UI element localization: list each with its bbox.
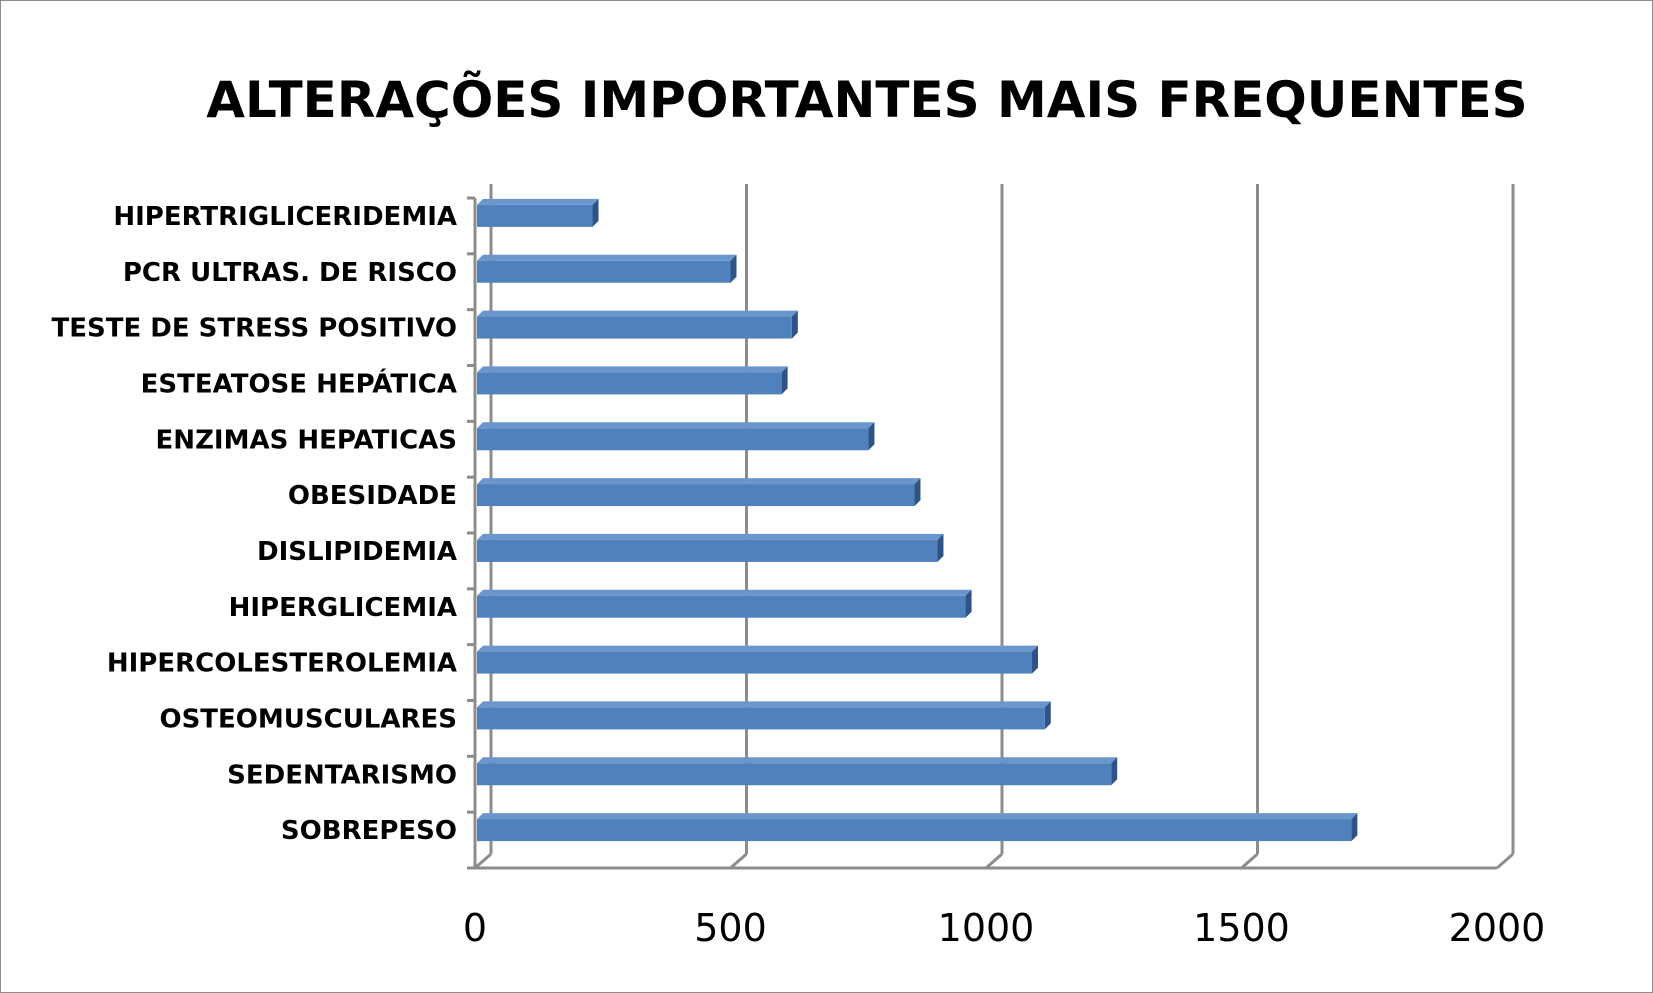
- bar-front-face: [477, 428, 869, 451]
- x-tick-label: 0: [463, 906, 487, 950]
- bar: [477, 422, 875, 451]
- bar: [477, 198, 599, 227]
- bar-side-face: [791, 310, 798, 339]
- floor-gridline: [985, 852, 1003, 870]
- category-label: TESTE DE STRESS POSITIVO: [52, 314, 457, 344]
- bar-front-face: [477, 539, 938, 562]
- bar-top-face: [477, 366, 788, 373]
- floor-gridline: [474, 852, 492, 870]
- bar-top-face: [477, 533, 944, 540]
- chart-title: ALTERAÇÕES IMPORTANTES MAIS FREQUENTES: [206, 70, 1527, 129]
- bar-front-face: [477, 484, 915, 507]
- bar: [477, 366, 788, 395]
- bar-side-face: [781, 366, 788, 395]
- category-label: HIPERTRIGLICERIDEMIA: [113, 202, 457, 232]
- bar-front-face: [477, 204, 593, 227]
- grid-layer: [467, 184, 1515, 870]
- bar-side-face: [965, 589, 972, 618]
- bar-top-face: [477, 589, 972, 596]
- bar: [477, 701, 1051, 730]
- bar-side-face: [1044, 701, 1051, 730]
- bar-top-face: [477, 701, 1051, 708]
- bar: [477, 757, 1118, 786]
- ticks-layer: 0 500 1000 1500 2000: [463, 906, 1545, 950]
- bar-top-face: [477, 645, 1038, 652]
- category-label: ENZIMAS HEPATICAS: [156, 425, 457, 455]
- category-label: SOBREPESO: [281, 816, 457, 846]
- x-tick-label: 500: [694, 906, 767, 950]
- category-label: OBESIDADE: [288, 481, 457, 511]
- bar-side-face: [1111, 757, 1118, 786]
- bar-top-face: [477, 198, 599, 205]
- bar: [477, 310, 798, 339]
- bar-front-face: [477, 819, 1352, 842]
- bar: [477, 478, 921, 507]
- bar-side-face: [1351, 813, 1358, 842]
- x-tick-label: 1000: [938, 906, 1035, 950]
- category-label: ESTEATOSE HEPÁTICA: [141, 367, 457, 399]
- x-tick-label: 1500: [1193, 906, 1290, 950]
- bar: [477, 645, 1038, 674]
- bars-layer: [477, 198, 1358, 842]
- bar-side-face: [937, 533, 944, 562]
- bar-side-face: [1031, 645, 1038, 674]
- bar-front-face: [477, 651, 1032, 674]
- bar-side-face: [868, 422, 875, 451]
- bar-side-face: [730, 254, 737, 283]
- bar-side-face: [592, 198, 599, 227]
- bar: [477, 533, 944, 562]
- category-label: HIPERGLICEMIA: [229, 593, 457, 623]
- x-tick-label: 2000: [1449, 906, 1546, 950]
- category-label: SEDENTARISMO: [227, 760, 457, 790]
- category-label: DISLIPIDEMIA: [257, 537, 457, 567]
- bar: [477, 589, 972, 618]
- bar-front-face: [477, 260, 731, 283]
- labels-layer: HIPERTRIGLICERIDEMIA PCR ULTRAS. DE RISCO…: [52, 202, 457, 846]
- bar-top-face: [477, 422, 875, 429]
- floor-gridline: [729, 852, 748, 870]
- bar-front-face: [477, 763, 1112, 786]
- bar-top-face: [477, 254, 737, 261]
- bar-top-face: [477, 757, 1118, 764]
- bar-side-face: [914, 478, 921, 507]
- category-label: HIPERCOLESTEROLEMIA: [107, 649, 457, 679]
- floor-gridline: [1496, 852, 1514, 870]
- floor-gridline: [1240, 852, 1259, 870]
- bar-front-face: [477, 372, 782, 395]
- bar-top-face: [477, 310, 798, 317]
- bar-front-face: [477, 316, 792, 339]
- bar: [477, 813, 1358, 842]
- bar-top-face: [477, 813, 1358, 820]
- bar-top-face: [477, 478, 921, 485]
- bar: [477, 254, 737, 283]
- bar-front-face: [477, 707, 1045, 730]
- category-label: PCR ULTRAS. DE RISCO: [123, 258, 457, 288]
- category-label: OSTEOMUSCULARES: [159, 704, 457, 734]
- bar-front-face: [477, 595, 966, 618]
